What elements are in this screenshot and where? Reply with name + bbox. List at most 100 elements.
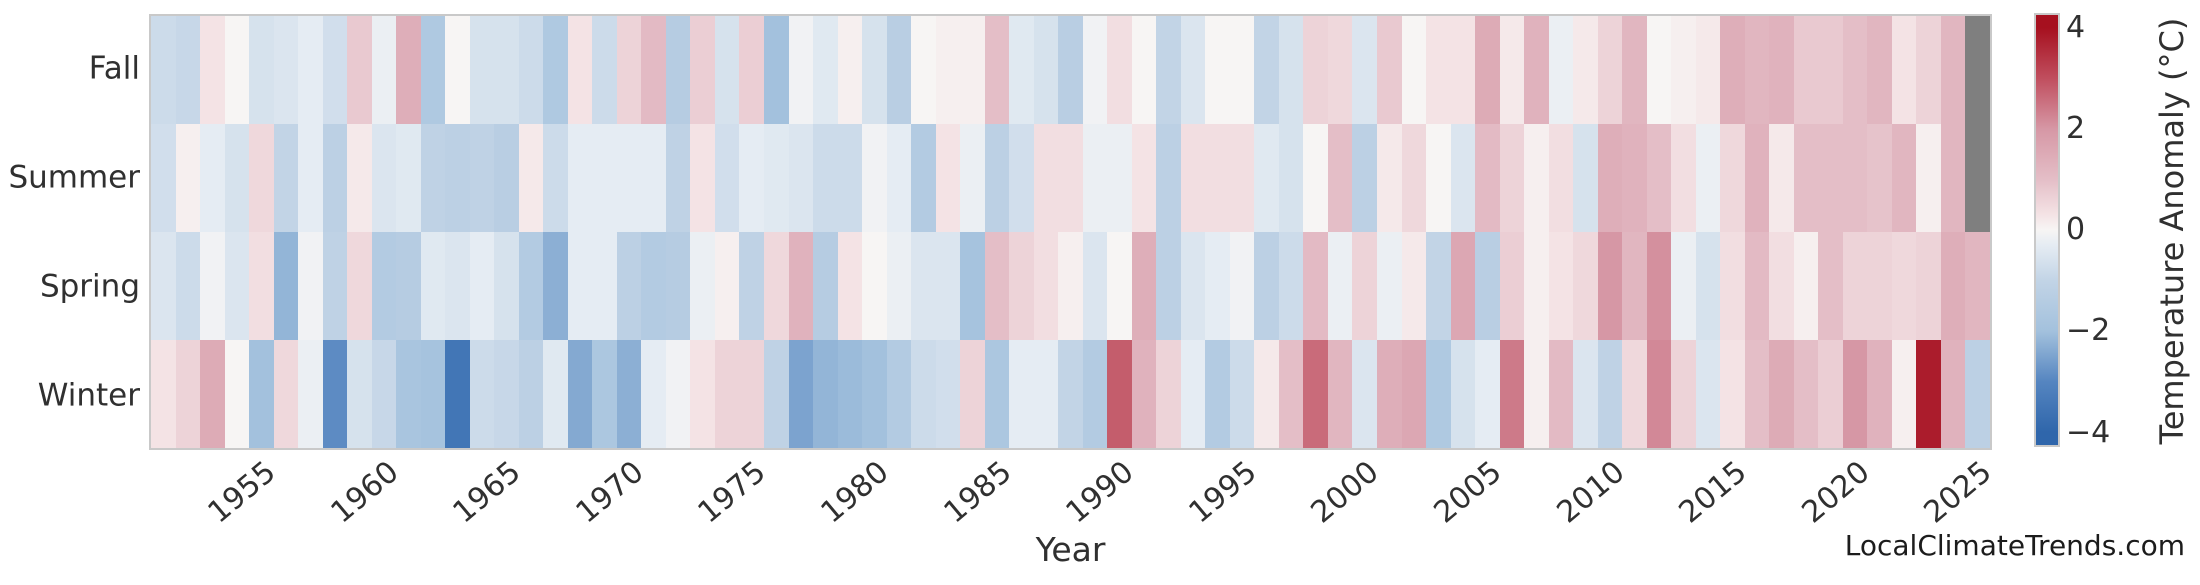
heatmap-cell xyxy=(1475,124,1500,232)
x-tick-label: 1975 xyxy=(691,454,773,531)
heatmap-cell xyxy=(1549,340,1573,448)
heatmap-cell xyxy=(225,124,249,232)
x-tick-label: 1955 xyxy=(201,454,283,531)
heatmap-cell xyxy=(789,340,813,448)
heatmap-cell xyxy=(1818,16,1843,124)
heatmap-cell xyxy=(1426,124,1451,232)
heatmap-cell xyxy=(1549,16,1573,124)
heatmap-cell xyxy=(1647,340,1671,448)
heatmap-cell xyxy=(1254,232,1279,340)
heatmap-cell xyxy=(1598,16,1622,124)
heatmap-cell xyxy=(568,16,592,124)
heatmap-cell xyxy=(1769,124,1794,232)
heatmap-cell xyxy=(1549,232,1573,340)
heatmap-cell xyxy=(1034,340,1058,448)
heatmap-cell xyxy=(862,232,887,340)
heatmap-cell xyxy=(1107,16,1132,124)
heatmap-cell xyxy=(1769,340,1794,448)
heatmap-cell xyxy=(274,232,298,340)
heatmap-cell xyxy=(911,232,936,340)
heatmap-cell xyxy=(1867,124,1892,232)
heatmap-cell xyxy=(789,232,813,340)
heatmap-cell xyxy=(1205,16,1230,124)
heatmap-cell xyxy=(1500,124,1524,232)
x-tick-label: 2015 xyxy=(1672,454,1754,531)
heatmap-cell xyxy=(960,232,985,340)
heatmap-cell xyxy=(568,340,592,448)
heatmap-cell xyxy=(1058,16,1083,124)
heatmap-cell xyxy=(690,340,715,448)
x-tick-label: 1990 xyxy=(1059,454,1141,531)
heatmap-cell xyxy=(1181,16,1205,124)
heatmap-cell xyxy=(445,340,470,448)
heatmap-cell xyxy=(764,124,789,232)
heatmap-cell xyxy=(1377,16,1402,124)
heatmap-cell xyxy=(1303,340,1328,448)
heatmap-cell xyxy=(1647,16,1671,124)
heatmap-cell xyxy=(911,340,936,448)
heatmap-cell xyxy=(1254,340,1279,448)
heatmap-cell xyxy=(445,124,470,232)
heatmap-cell xyxy=(1451,124,1475,232)
heatmap-cell xyxy=(715,340,739,448)
heatmap-cell xyxy=(225,16,249,124)
x-tick-label: 1970 xyxy=(569,454,651,531)
heatmap-cell xyxy=(813,232,838,340)
heatmap-cell xyxy=(568,124,592,232)
heatmap-cell xyxy=(690,16,715,124)
heatmap-cell xyxy=(1965,16,1990,124)
heatmap-cell xyxy=(151,340,176,448)
heatmap-cell xyxy=(470,340,494,448)
x-tick-label: 1965 xyxy=(446,454,528,531)
heatmap-cell xyxy=(911,16,936,124)
row-label-spring: Spring xyxy=(39,268,140,304)
heatmap-cell xyxy=(1009,16,1034,124)
x-tick-label: 1995 xyxy=(1182,454,1264,531)
heatmap-cell xyxy=(1745,232,1769,340)
heatmap-cell xyxy=(715,232,739,340)
heatmap-cell xyxy=(249,16,274,124)
heatmap-cell xyxy=(813,16,838,124)
heatmap-cell xyxy=(666,124,690,232)
heatmap-cell xyxy=(249,124,274,232)
heatmap-cell xyxy=(936,16,960,124)
heatmap-cell xyxy=(1230,124,1254,232)
heatmap-cell xyxy=(519,232,543,340)
heatmap-cell xyxy=(1916,124,1941,232)
heatmap-cell xyxy=(347,340,372,448)
heatmap-cell xyxy=(641,340,666,448)
heatmap-cell xyxy=(1426,340,1451,448)
heatmap-cell xyxy=(543,124,568,232)
x-tick-label: 2010 xyxy=(1550,454,1632,531)
heatmap-cell xyxy=(396,340,421,448)
heatmap-cell xyxy=(813,340,838,448)
heatmap-cell xyxy=(1205,232,1230,340)
heatmap-cell xyxy=(1254,124,1279,232)
heatmap-cell xyxy=(592,232,617,340)
heatmap-cell xyxy=(764,340,789,448)
heatmap-cell xyxy=(641,16,666,124)
heatmap-cell xyxy=(1843,16,1867,124)
heatmap-cell xyxy=(838,232,862,340)
heatmap-cell xyxy=(1524,16,1549,124)
heatmap-cell xyxy=(347,232,372,340)
heatmap-cell xyxy=(1916,232,1941,340)
heatmap-cell xyxy=(1745,124,1769,232)
heatmap-cell xyxy=(1671,340,1696,448)
heatmap-cell xyxy=(1843,124,1867,232)
heatmap-cell xyxy=(862,16,887,124)
heatmap-cell xyxy=(1500,232,1524,340)
heatmap-cell xyxy=(1720,340,1745,448)
heatmap-cell xyxy=(543,340,568,448)
heatmap-cell xyxy=(592,16,617,124)
heatmap-cell xyxy=(936,124,960,232)
heatmap-cell xyxy=(592,124,617,232)
heatmap-cell xyxy=(1230,340,1254,448)
heatmap-cell xyxy=(862,340,887,448)
heatmap-cell xyxy=(372,16,396,124)
heatmap-cell xyxy=(421,340,445,448)
heatmap-cell xyxy=(739,124,764,232)
colorbar-tick-label: 0 xyxy=(2066,212,2086,247)
heatmap-cell xyxy=(274,16,298,124)
heatmap-cell xyxy=(1622,124,1647,232)
